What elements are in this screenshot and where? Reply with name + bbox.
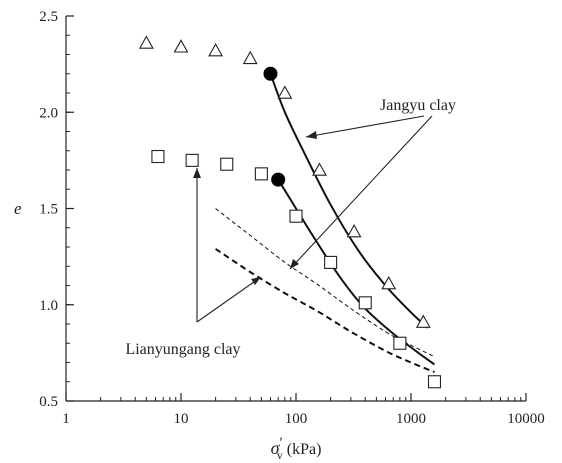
x-tick-label: 1000 [396,411,426,427]
x-axis-label: σ′ v (kPa) [271,435,322,462]
triangle-point [381,275,397,290]
lianyungang-arrow-left-head [193,168,201,178]
curve-solid [277,179,436,366]
square-point [151,149,165,164]
lianyungang-arrow-right [196,276,262,323]
ticks: 1 10 100 1000 10000 0.5 1.0 1.5 2.0 2.5 [39,9,545,427]
square-point [185,153,199,167]
square-point [254,167,268,181]
square-point [289,209,303,223]
square-point [427,375,442,389]
triangle-point [242,50,258,65]
triangle-point [346,223,362,238]
triangle-point [277,85,293,99]
lianyungang-arrow-right-head [251,277,261,285]
jangyu-arrow-upper-head [306,131,317,139]
x-axis-label-prime: ′ [279,435,282,451]
y-tick-label: 2.0 [39,105,58,121]
curve-solid [269,73,429,329]
triangle-point [173,39,189,53]
filled-circle-point [271,172,286,187]
x-tick-label: 10000 [507,411,545,427]
y-tick-label: 0.5 [39,394,58,410]
square-point [324,255,338,269]
markers [138,35,442,389]
curve-thick-dashed [215,248,435,374]
x-axis-label-unit: (kPa) [283,441,322,458]
triangle-point [208,43,224,57]
square-point [393,336,407,350]
y-tick-label: 1.0 [39,298,58,314]
triangle-point [312,162,327,176]
x-tick-label: 100 [285,411,308,427]
filled-circle-point [263,66,278,81]
x-axis-label-symbol: σ [271,438,281,458]
y-tick-label: 1.5 [39,202,58,218]
y-axis-label: e [14,199,22,218]
jangyu-arrow-lower-head [290,259,299,269]
jangyu-arrow-upper [305,115,425,138]
lianyungang-clay-label: Lianyungang clay [125,341,240,358]
x-tick-label: 1 [62,411,70,427]
jangyu-clay-label: Jangyu clay [380,97,456,114]
square-point [220,157,234,171]
y-tick-label: 2.5 [39,9,58,25]
arrows [193,115,433,323]
triangle-point [138,35,154,49]
jangyu-arrow-lower [289,115,433,270]
x-axis-label-subscript: v [277,448,283,462]
curves [215,73,436,374]
square-point [358,296,372,310]
x-tick-label: 10 [174,411,189,427]
triangle-point [415,314,431,328]
